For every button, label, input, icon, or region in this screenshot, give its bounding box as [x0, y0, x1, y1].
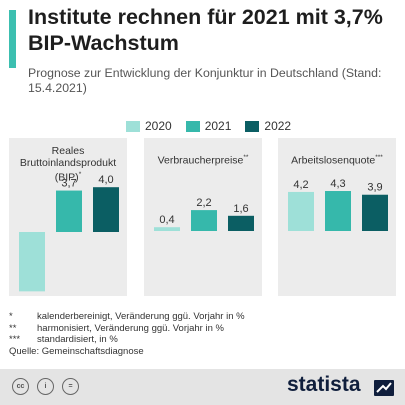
verbraucherpreise-bar-chart: 0,4 2,2 1,6	[154, 197, 254, 231]
chart-title: Institute rechnen für 2021 mit 3,7% BIP-…	[28, 5, 383, 55]
panel-title-bip-marker: *	[78, 171, 82, 178]
verbraucherpreise-bar-2022	[228, 215, 254, 231]
verbraucherpreise-label-2021: 2,2	[196, 197, 211, 209]
bip-bar-2022	[93, 187, 119, 232]
legend-swatch-2020	[126, 120, 140, 132]
arbeitslosenquote-bar-2021	[325, 191, 351, 231]
panel-title-arbeitslosenquote-text: Arbeitslosenquote	[291, 154, 376, 167]
footer-bar: cc i = statista	[0, 369, 405, 405]
footnote-1-text: kalenderbereinigt, Veränderung ggü. Vorj…	[37, 311, 245, 322]
panel-title-verbraucherpreise-text: Verbraucherpreise	[157, 154, 244, 167]
footnote-1-mark: *	[9, 311, 13, 322]
arbeitslosenquote-bar-chart: 4,2 4,3 3,9	[288, 178, 388, 231]
verbraucherpreise-label-2020: 0,4	[159, 214, 174, 226]
panel-title-bip: Reales Bruttoinlandsprodukt (BIP)*	[9, 145, 127, 184]
arbeitslosenquote-label-2022: 3,9	[367, 182, 382, 194]
verbraucherpreise-label-2022: 1,6	[233, 203, 248, 215]
panel-title-arbeitslosenquote-marker: ***	[375, 154, 383, 161]
legend-swatch-2022	[245, 120, 260, 132]
arbeitslosenquote-bar-2020	[288, 191, 314, 231]
footnote-3-text: standardisiert, in %	[37, 334, 118, 345]
panel-title-bip-text: Reales Bruttoinlandsprodukt (BIP)	[19, 145, 117, 184]
equal-icon[interactable]: =	[62, 378, 79, 395]
footnote-2-text: harmonisiert, Veränderung ggü. Vorjahr i…	[37, 322, 224, 334]
footnote-3-mark: ***	[9, 334, 21, 345]
source-note: Quelle: Gemeinschaftsdiagnose	[9, 345, 144, 357]
legend: 2020 2021 2022	[126, 119, 305, 133]
arbeitslosenquote-label-2020: 4,2	[293, 179, 308, 191]
footnote-3: *** standardisiert, in %	[9, 334, 245, 346]
legend-label-2021: 2021	[204, 119, 232, 133]
bip-bar-2020	[19, 232, 45, 292]
chart-subtitle: Prognose zur Entwicklung der Konjunktur …	[28, 66, 382, 95]
title-accent-bar	[9, 10, 16, 68]
bip-bar-chart: -5,3 3,7 4,0	[19, 174, 119, 296]
bip-label-2022: 4,0	[98, 174, 113, 186]
arbeitslosenquote-label-2021: 4,3	[330, 178, 345, 190]
bip-label-2021: 3,7	[61, 178, 76, 190]
verbraucherpreise-bar-2021	[191, 210, 217, 231]
legend-item-2021: 2021	[185, 119, 232, 133]
arbeitslosenquote-bar-2022	[362, 194, 388, 231]
statista-logo-text[interactable]: statista	[287, 373, 361, 396]
legend-item-2022: 2022	[245, 119, 291, 133]
statista-logo-icon	[374, 380, 394, 396]
legend-swatch-2021	[185, 120, 200, 132]
cc-icon[interactable]: cc	[12, 378, 29, 395]
panel-title-arbeitslosenquote: Arbeitslosenquote***	[278, 152, 396, 167]
verbraucherpreise-bar-2020	[154, 227, 180, 231]
footnote-1: * kalenderbereinigt, Veränderung ggü. Vo…	[9, 311, 245, 323]
legend-label-2022: 2022	[264, 119, 292, 133]
legend-item-2020: 2020	[126, 119, 172, 133]
footnote-2: ** harmonisiert, Veränderung ggü. Vorjah…	[9, 323, 245, 335]
footnote-2-mark: **	[9, 322, 17, 334]
legend-label-2020: 2020	[145, 119, 172, 133]
attribution-icon[interactable]: i	[37, 378, 54, 395]
panel-bip: Reales Bruttoinlandsprodukt (BIP)* -5,3 3…	[9, 138, 127, 296]
panel-title-verbraucherpreise: Verbraucherpreise**	[144, 152, 262, 167]
bip-bar-2021	[56, 190, 82, 232]
footnotes: * kalenderbereinigt, Veränderung ggü. Vo…	[9, 311, 245, 357]
panel-verbraucherpreise: Verbraucherpreise** 0,4 2,2 1,6	[144, 138, 262, 296]
panel-title-verbraucherpreise-marker: **	[243, 154, 249, 161]
panel-arbeitslosenquote: Arbeitslosenquote*** 4,2 4,3 3,9	[278, 138, 396, 296]
bip-label-2020: -5,3	[23, 294, 42, 296]
